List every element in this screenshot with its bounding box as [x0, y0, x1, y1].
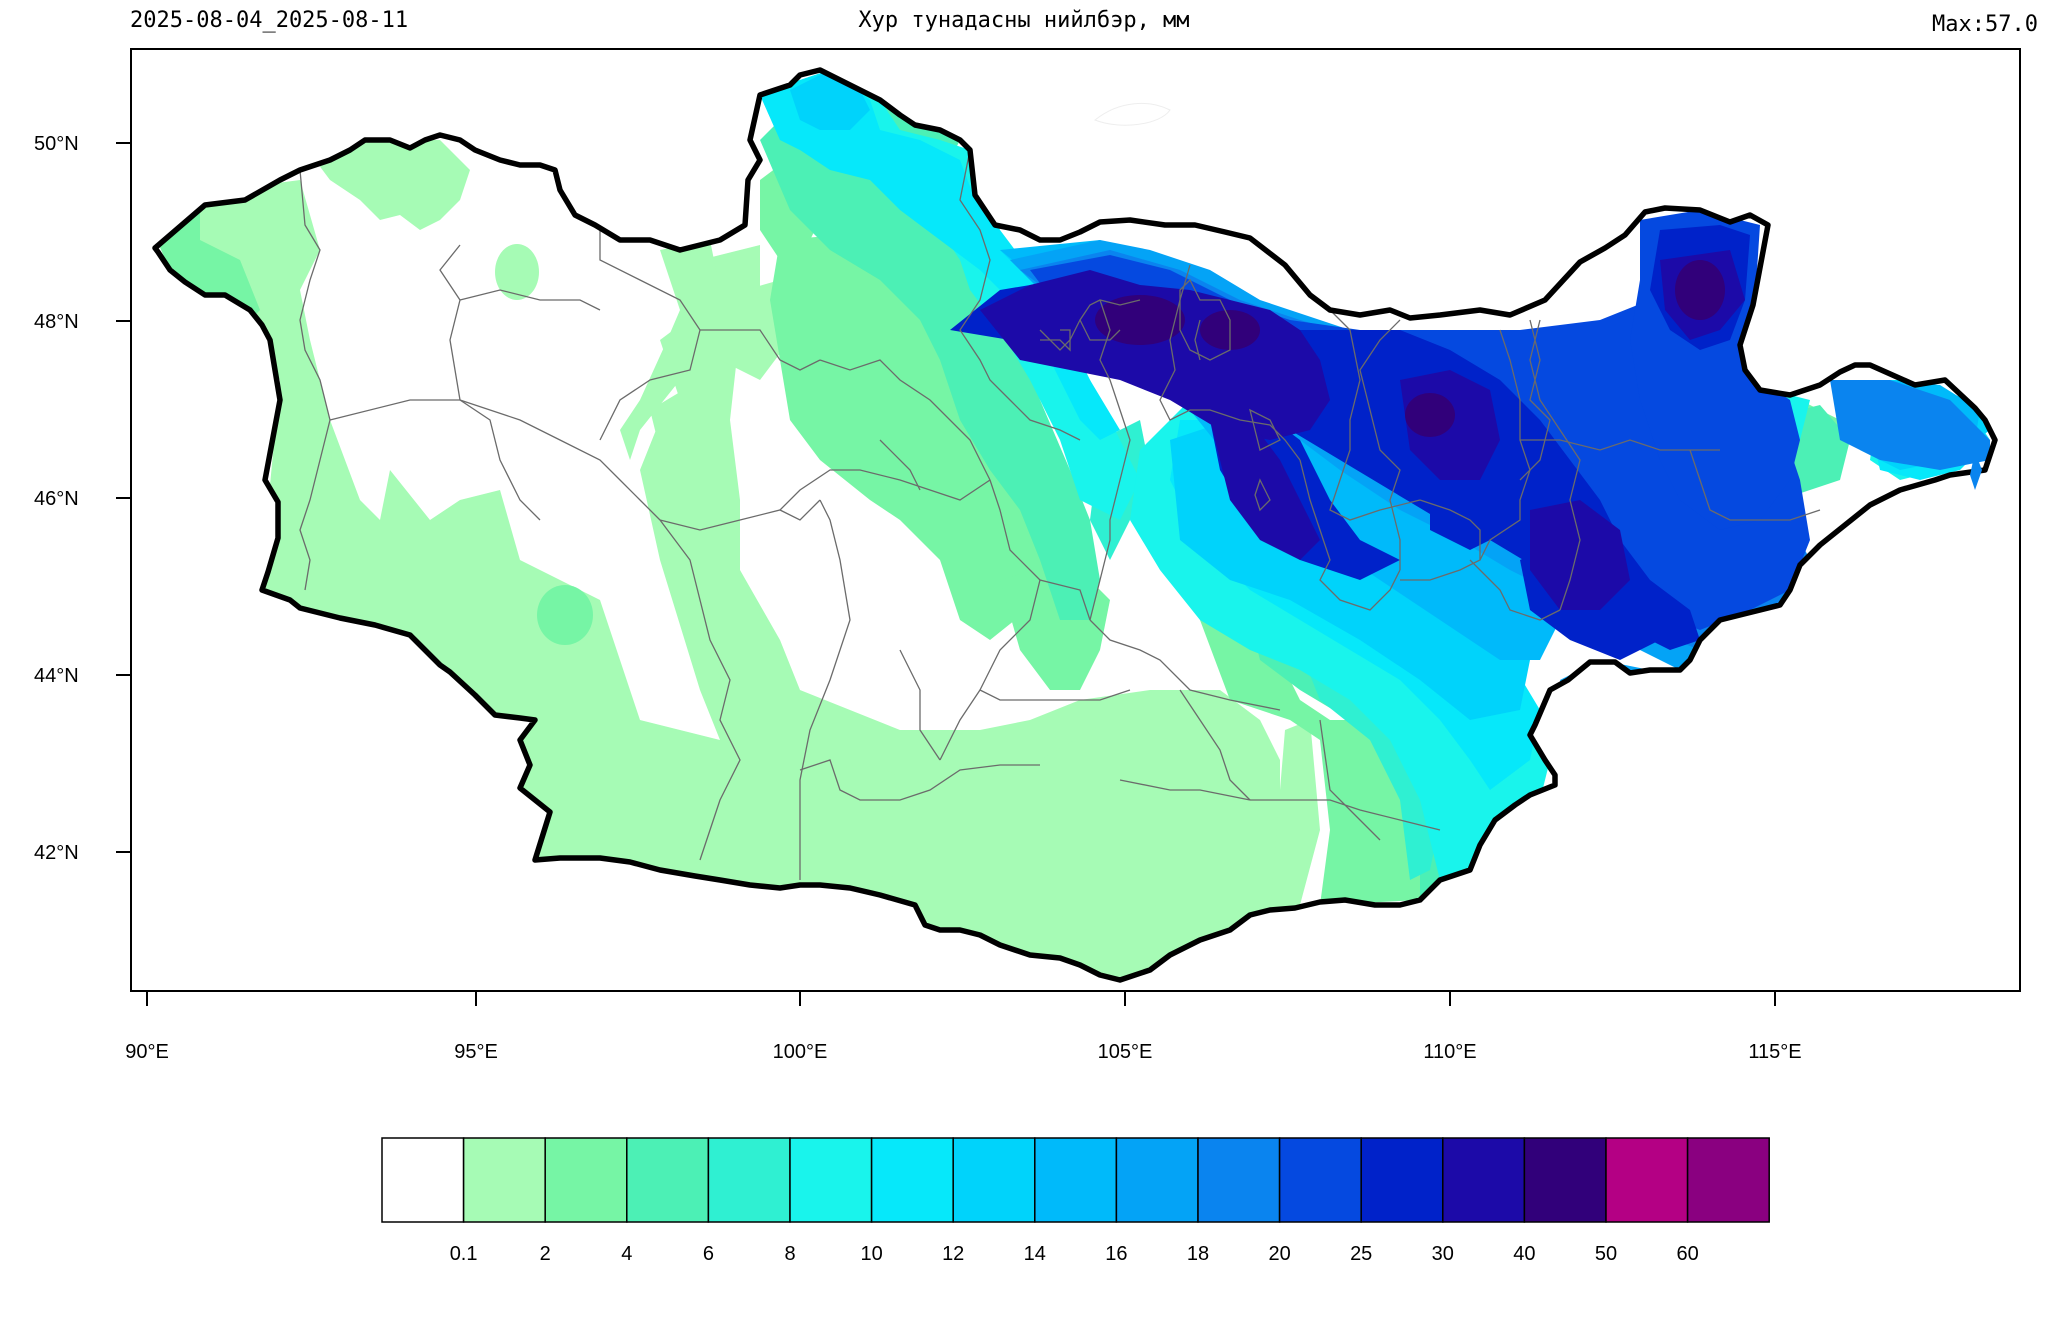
lon-label-100: 100°E	[773, 1041, 828, 1063]
colorbar-tick-label: 40	[1513, 1243, 1535, 1265]
latitude-axis: 50°N 48°N 46°N 44°N 42°N	[34, 133, 131, 864]
colorbar-swatch	[1360, 1137, 1444, 1223]
colorbar-swatch	[1686, 1137, 1770, 1223]
lon-label-110: 110°E	[1423, 1041, 1476, 1063]
longitude-axis: 90°E 95°E 100°E 105°E 110°E 115°E	[125, 991, 1802, 1063]
colorbar-tick-label: 16	[1105, 1243, 1127, 1265]
colorbar-swatch	[789, 1137, 873, 1223]
colorbar-swatch	[381, 1137, 465, 1223]
colorbar-swatch	[1115, 1137, 1199, 1223]
lat-label-42: 42°N	[34, 842, 79, 864]
colorbar-tick-label: 12	[942, 1243, 964, 1265]
eastern-spill	[1970, 452, 1982, 490]
colorbar-swatch	[1523, 1137, 1607, 1223]
colorbar-tick-label: 14	[1024, 1243, 1046, 1265]
colorbar-swatch	[1034, 1137, 1118, 1223]
map-title: Хур тунадасны нийлбэр, мм	[858, 8, 1190, 33]
lake-outline	[1094, 102, 1171, 126]
colorbar-tick-label: 6	[703, 1243, 714, 1265]
max-value-label: Max:57.0	[1932, 12, 2038, 37]
colorbar-swatch	[1605, 1137, 1689, 1223]
province-boundaries	[299, 149, 1821, 880]
lon-label-105: 105°E	[1098, 1041, 1153, 1063]
colorbar-tick-label: 0.1	[450, 1243, 478, 1265]
colorbar-tick-label: 30	[1432, 1243, 1454, 1265]
colorbar-swatch	[626, 1137, 710, 1223]
colorbar-tick-label: 60	[1676, 1243, 1698, 1265]
precipitation-fill	[155, 70, 1995, 980]
lat-label-48: 48°N	[34, 311, 79, 333]
colorbar-tick-label: 8	[784, 1243, 795, 1265]
colorbar-tick-label: 18	[1187, 1243, 1209, 1265]
national-border	[152, 67, 1998, 983]
colorbar-tick-label: 4	[621, 1243, 632, 1265]
colorbar-swatch	[952, 1137, 1036, 1223]
lat-label-46: 46°N	[34, 488, 79, 510]
colorbar-swatch	[707, 1137, 791, 1223]
colorbar-legend: 0.1 2 4 6 8 10 12 14 16 18 20 25 30 40 50 60	[381, 1137, 1770, 1265]
colorbar-swatch	[462, 1137, 546, 1223]
colorbar-tick-label: 10	[860, 1243, 882, 1265]
date-range-label: 2025-08-04_2025-08-11	[130, 8, 409, 33]
colorbar-swatch	[1278, 1137, 1362, 1223]
lat-label-44: 44°N	[34, 665, 79, 687]
colorbar-swatch	[544, 1137, 628, 1223]
colorbar-tick-label: 20	[1268, 1243, 1290, 1265]
colorbar-tick-label: 50	[1595, 1243, 1617, 1265]
colorbar-tick-label: 2	[540, 1243, 551, 1265]
lon-label-90: 90°E	[125, 1041, 169, 1063]
lon-label-115: 115°E	[1748, 1041, 1801, 1063]
colorbar-swatch	[1197, 1137, 1281, 1223]
lat-label-50: 50°N	[34, 133, 79, 155]
colorbar-tick-label: 25	[1350, 1243, 1372, 1265]
lon-label-95: 95°E	[454, 1041, 498, 1063]
colorbar-swatch	[870, 1137, 954, 1223]
colorbar-swatch	[1442, 1137, 1526, 1223]
